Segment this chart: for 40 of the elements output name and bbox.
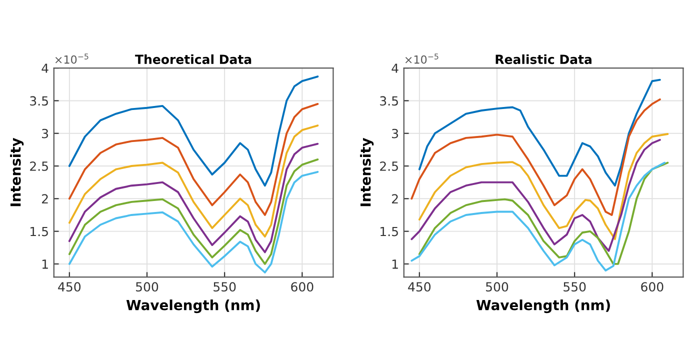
- y-tick-label: 4: [392, 64, 398, 73]
- y-tick-label: 2.5: [380, 161, 398, 171]
- y-tick-label: 2: [392, 194, 398, 204]
- line-series: [68, 142, 319, 254]
- x-tick-label: 550: [564, 282, 586, 292]
- x-tick-label: 600: [291, 282, 314, 292]
- chart-title: Theoretical Data: [135, 54, 252, 64]
- y-tick-label: 3: [42, 128, 48, 138]
- text: ×10$^{−5}$: [55, 54, 88, 64]
- line-series: [68, 124, 319, 238]
- line-series: [410, 138, 661, 252]
- text: ×10$^{−5}$: [405, 54, 438, 64]
- y-tick-label: 1: [42, 260, 48, 269]
- y-tick-label: 1.5: [30, 226, 48, 236]
- x-tick-label: 450: [58, 282, 81, 292]
- y-axis-title: Intensity: [10, 138, 24, 206]
- y-tick-label: 1.5: [380, 226, 398, 236]
- x-tick-label: 500: [486, 282, 508, 292]
- y-tick-label: 4: [42, 64, 48, 73]
- y-tick-label: 2: [42, 194, 48, 204]
- x-tick-label: 600: [641, 282, 664, 292]
- x-tick-label: 450: [408, 282, 431, 292]
- line-series: [68, 103, 319, 216]
- x-axis-title: Wavelength (nm): [476, 300, 610, 314]
- x-axis-title: Wavelength (nm): [126, 300, 260, 314]
- line-series: [68, 170, 319, 274]
- y-tick-label: 3: [392, 128, 398, 138]
- y-axis-title: Intensity: [360, 138, 374, 206]
- y-tick-label: 2.5: [30, 161, 48, 171]
- line-series: [418, 78, 661, 187]
- line-series: [418, 133, 669, 240]
- line-series: [68, 76, 319, 187]
- line-series: [68, 158, 319, 265]
- chart-title: Realistic Data: [496, 54, 592, 64]
- x-tick-label: 500: [136, 282, 158, 292]
- x-tick-label: 550: [214, 282, 236, 292]
- y-tick-label: 3.5: [380, 96, 398, 106]
- y-tick-label: 1: [392, 260, 398, 269]
- line-series: [410, 98, 661, 216]
- y-tick-label: 3.5: [30, 96, 48, 106]
